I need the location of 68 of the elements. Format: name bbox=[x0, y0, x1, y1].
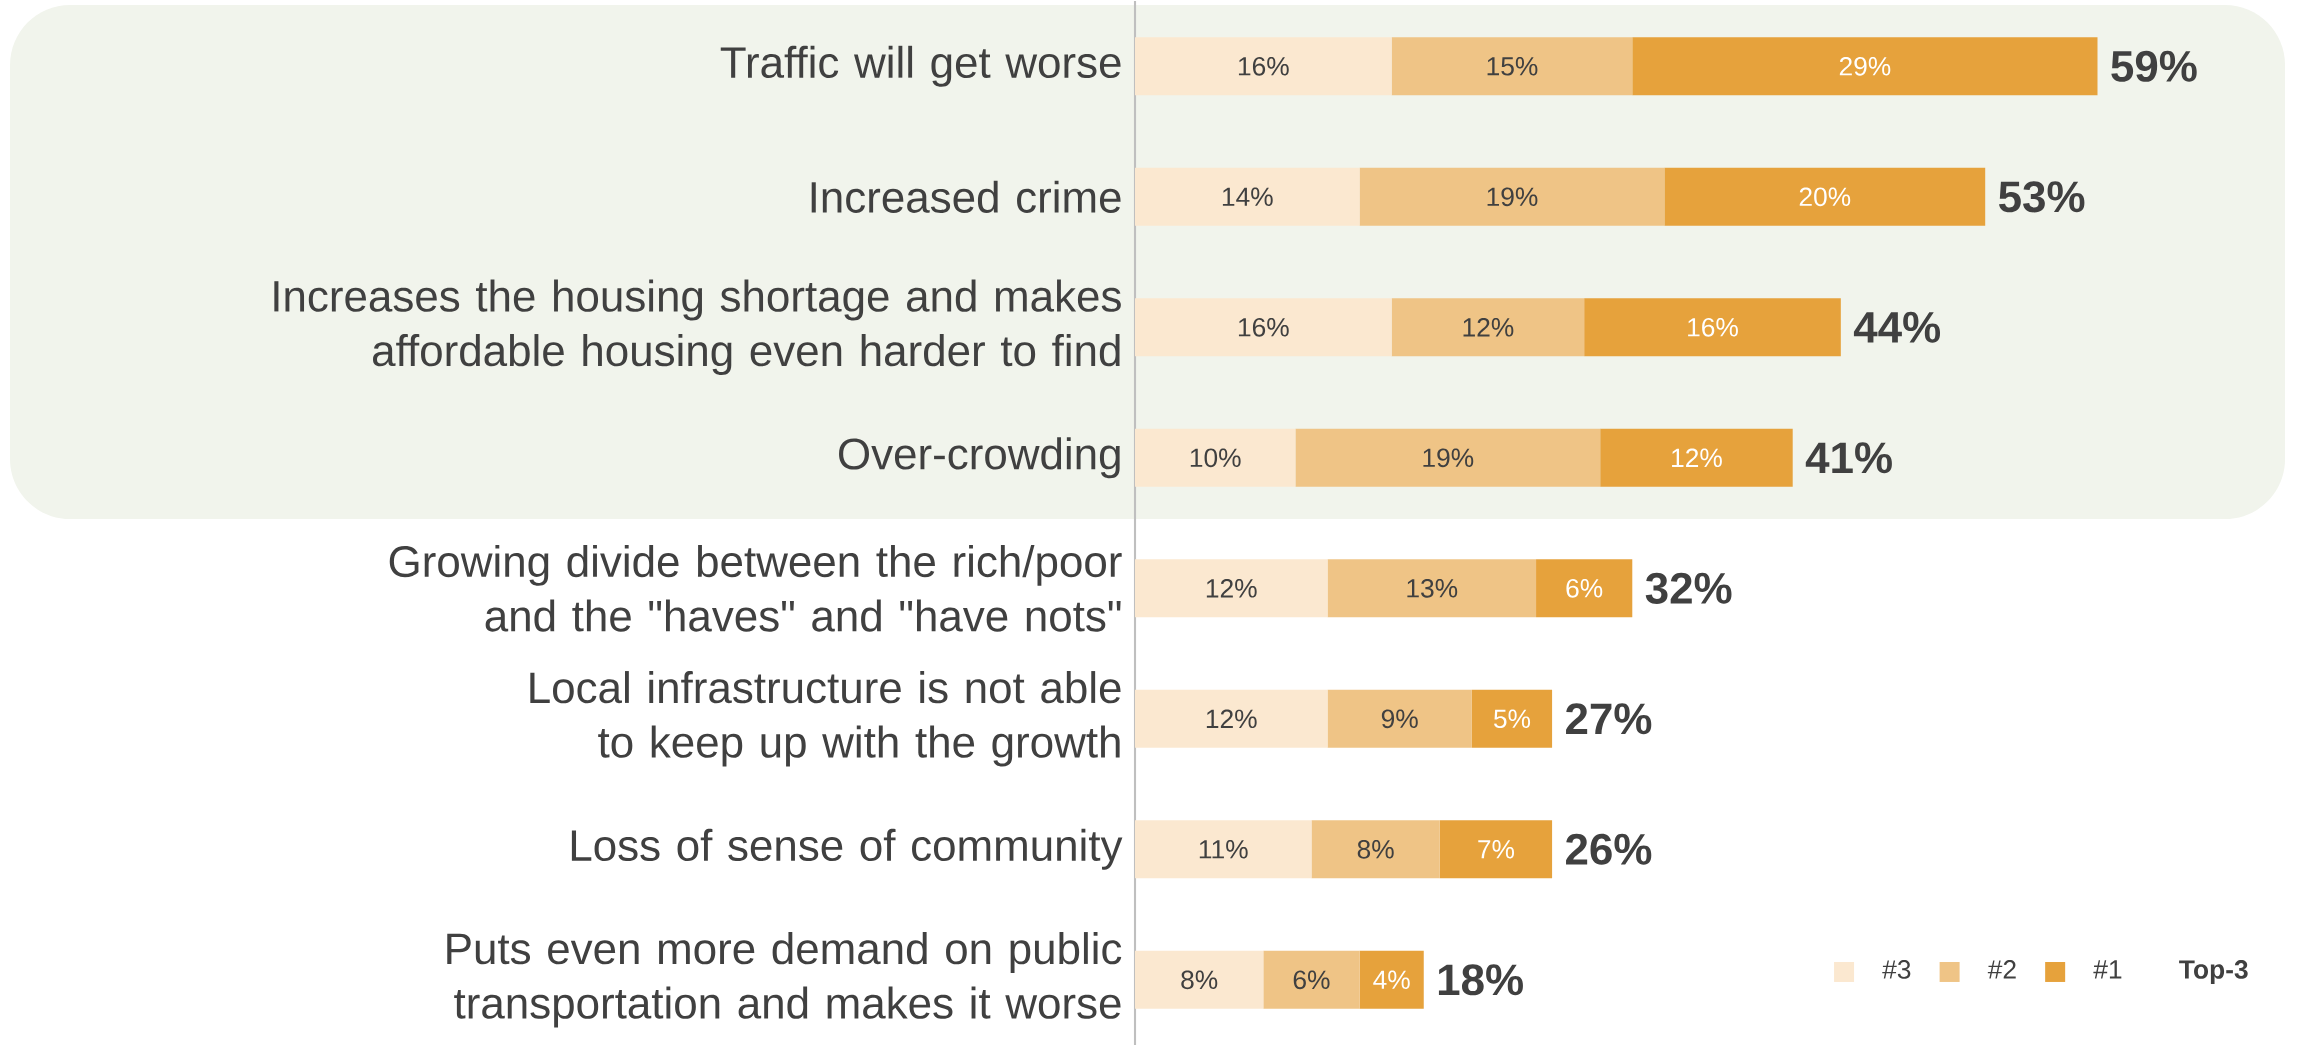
data-label: 16% bbox=[1688, 317, 1738, 337]
y-tick-label: Increased crime bbox=[811, 180, 1121, 213]
data-label: 5% bbox=[1493, 709, 1531, 729]
total-label: 27% bbox=[1566, 703, 1652, 735]
data-label: 6% bbox=[1293, 970, 1330, 990]
bar bbox=[1135, 820, 1312, 879]
total-label: 26% bbox=[1566, 833, 1652, 865]
total-label: 41% bbox=[1805, 442, 1892, 474]
total-label: 32% bbox=[1645, 572, 1732, 604]
legend-label: #3 bbox=[1882, 960, 1911, 979]
bar bbox=[1311, 820, 1440, 879]
y-tick-label: Puts even more demand on public transportation and makes it worse bbox=[447, 932, 1122, 1028]
y-tick-label: Traffic will get worse bbox=[720, 45, 1121, 87]
bar bbox=[1600, 428, 1793, 487]
data-label: 7% bbox=[1478, 840, 1515, 859]
bar bbox=[1536, 559, 1633, 618]
bar bbox=[1584, 298, 1841, 357]
data-label: 14% bbox=[1222, 187, 1273, 206]
bar bbox=[1327, 559, 1537, 618]
total-label: 59% bbox=[2111, 50, 2197, 82]
bar bbox=[1391, 37, 1633, 96]
data-label: 8% bbox=[1181, 970, 1218, 990]
bar bbox=[1135, 559, 1328, 618]
y-tick-label: Loss of sense of community bbox=[571, 828, 1123, 870]
bar bbox=[1471, 689, 1553, 748]
data-label: 12% bbox=[1206, 709, 1257, 729]
bar bbox=[1135, 428, 1296, 487]
bar bbox=[1359, 167, 1665, 226]
data-label: 4% bbox=[1373, 970, 1410, 989]
data-label: 8% bbox=[1357, 839, 1394, 859]
bar bbox=[1664, 167, 1986, 226]
total-label: 44% bbox=[1853, 311, 1941, 343]
bar bbox=[1295, 428, 1601, 487]
data-label: 13% bbox=[1407, 578, 1458, 598]
data-label: 10% bbox=[1190, 448, 1241, 468]
data-label: 9% bbox=[1381, 709, 1418, 729]
total-label: 53% bbox=[1999, 181, 2085, 213]
data-label: 20% bbox=[1799, 187, 1851, 207]
bar bbox=[1135, 689, 1328, 748]
data-label: 12% bbox=[1463, 317, 1514, 337]
bar bbox=[1135, 950, 1264, 1009]
data-label: 15% bbox=[1487, 56, 1538, 76]
legend-title: Top-3 bbox=[2179, 960, 2248, 984]
total-label: 18% bbox=[1438, 964, 1523, 996]
bar bbox=[1263, 950, 1360, 1009]
y-tick-label: Over-crowding bbox=[839, 437, 1120, 479]
data-label: 19% bbox=[1487, 187, 1538, 207]
data-label: 6% bbox=[1566, 578, 1603, 598]
data-label: 12% bbox=[1672, 448, 1722, 468]
legend-label: #2 bbox=[1987, 960, 2016, 979]
data-label: 19% bbox=[1423, 448, 1474, 468]
bar bbox=[1135, 298, 1392, 357]
data-label: 16% bbox=[1238, 56, 1289, 76]
y-tick-label: Growing divide between the rich/poor and the "haves" and "have nots" bbox=[389, 544, 1122, 632]
data-label: 12% bbox=[1206, 578, 1257, 598]
bar bbox=[1135, 167, 1360, 226]
bar bbox=[1439, 820, 1553, 879]
bar bbox=[1632, 37, 2098, 96]
bar bbox=[1359, 950, 1424, 1009]
y-tick-label: Local infrastructure is not able to keep up with the growth bbox=[530, 671, 1121, 767]
bar bbox=[1327, 689, 1472, 748]
data-label: 29% bbox=[1839, 56, 1891, 76]
data-label: 16% bbox=[1238, 317, 1289, 337]
data-label: 11% bbox=[1199, 840, 1248, 859]
bar bbox=[1135, 37, 1392, 96]
y-tick-label: Increases the housing shortage and makes affordable housing even harder to find bbox=[274, 279, 1121, 375]
legend-label: #1 bbox=[2093, 960, 2122, 979]
bar bbox=[1391, 298, 1585, 357]
